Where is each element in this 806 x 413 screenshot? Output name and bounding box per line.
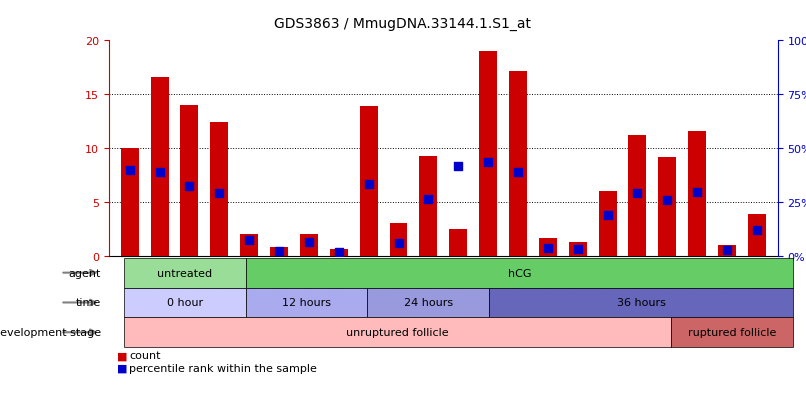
Text: 12 hours: 12 hours — [282, 298, 331, 308]
Bar — [389, 224, 408, 256]
Bar — [539, 239, 557, 256]
Point — [512, 169, 525, 176]
Bar — [270, 247, 288, 256]
Bar — [330, 249, 347, 256]
Bar — [121, 149, 139, 256]
Bar — [210, 123, 228, 256]
Point — [661, 197, 674, 204]
Text: GDS3863 / MmugDNA.33144.1.S1_at: GDS3863 / MmugDNA.33144.1.S1_at — [275, 17, 531, 31]
Point — [601, 212, 614, 218]
Text: 24 hours: 24 hours — [404, 298, 453, 308]
Text: 0 hour: 0 hour — [167, 298, 203, 308]
Point — [243, 237, 256, 243]
Point — [542, 245, 555, 252]
Point — [571, 246, 584, 253]
Point — [272, 249, 285, 255]
Point — [153, 169, 166, 176]
Point — [332, 249, 345, 256]
Point — [392, 240, 405, 247]
Bar — [449, 229, 467, 256]
Bar — [151, 78, 168, 256]
Point — [362, 181, 375, 188]
Point — [631, 190, 644, 197]
Point — [721, 247, 733, 254]
Point — [691, 190, 704, 196]
Bar — [181, 106, 198, 256]
Point — [482, 159, 495, 166]
Bar — [240, 235, 258, 256]
Bar — [748, 214, 766, 256]
Text: agent: agent — [69, 268, 101, 278]
Bar — [509, 71, 527, 256]
Bar — [359, 107, 377, 256]
Text: count: count — [129, 351, 160, 361]
Text: 36 hours: 36 hours — [617, 298, 666, 308]
Bar — [479, 52, 497, 256]
Point — [750, 227, 763, 234]
Text: ruptured follicle: ruptured follicle — [688, 328, 776, 337]
Text: hCG: hCG — [508, 268, 531, 278]
Bar — [718, 245, 736, 256]
Text: ■: ■ — [117, 351, 127, 361]
Text: unruptured follicle: unruptured follicle — [347, 328, 449, 337]
Point — [213, 190, 226, 197]
Bar — [688, 131, 706, 256]
Bar — [300, 235, 318, 256]
Point — [183, 183, 196, 190]
Point — [452, 164, 465, 170]
Bar — [629, 136, 646, 256]
Text: ■: ■ — [117, 363, 127, 373]
Bar — [419, 156, 438, 256]
Point — [422, 196, 434, 202]
Bar — [659, 157, 676, 256]
Point — [123, 167, 136, 173]
Text: untreated: untreated — [157, 268, 213, 278]
Text: development stage: development stage — [0, 328, 101, 337]
Bar — [569, 242, 587, 256]
Bar — [599, 192, 617, 256]
Text: percentile rank within the sample: percentile rank within the sample — [129, 363, 317, 373]
Text: time: time — [76, 298, 101, 308]
Point — [302, 239, 315, 245]
